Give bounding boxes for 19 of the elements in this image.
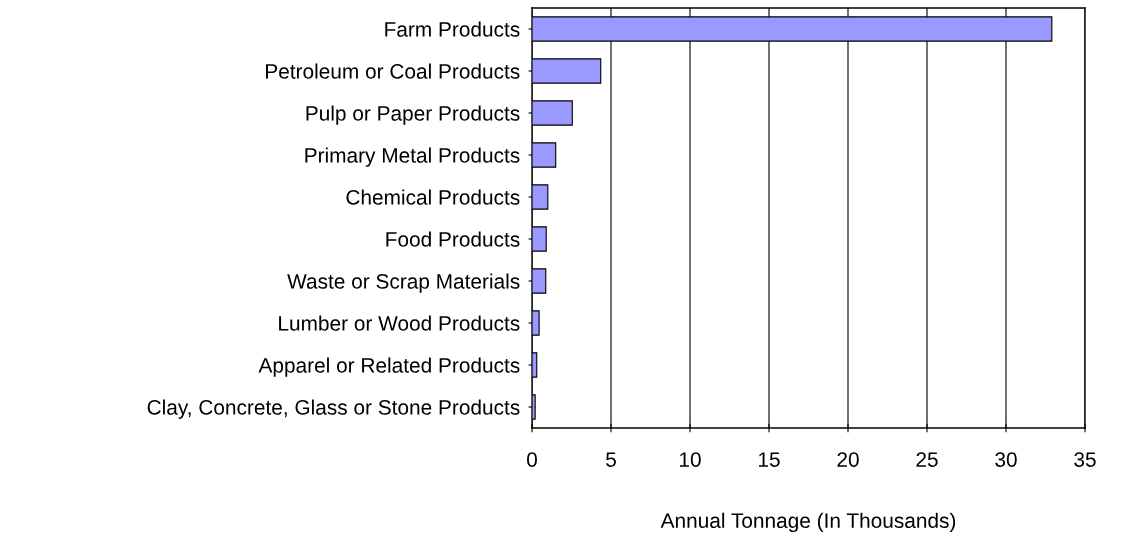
y-tick-label: Clay, Concrete, Glass or Stone Products [147,399,520,419]
x-tick-label: 10 [680,452,701,467]
y-tick-label: Pulp or Paper Products [306,105,520,125]
y-tick-label: Primary Metal Products [305,147,520,167]
y-tick-label: Lumber or Wood Products [279,315,520,331]
x-tick-label: 5 [606,452,616,467]
y-tick-label: Petroleum or Coal Products [266,63,520,79]
y-tick-label: Food Products [386,231,520,247]
y-tick-label: Chemical Products [346,189,520,205]
x-tick-label: 20 [837,452,859,467]
y-tick-label: Apparel or Related Products [258,357,520,377]
x-tick-label: 15 [759,452,780,467]
y-tick-label: Waste or Scrap Materials [287,273,520,293]
x-tick-label: 35 [1074,452,1096,467]
x-tick-label: 25 [916,452,938,467]
x-tick-label: 0 [527,452,537,467]
x-tick-label: 30 [995,452,1017,467]
x-axis-title: Annual Tonnage (In Thousands) [660,512,956,533]
y-tick-label: Farm Products [385,21,520,37]
